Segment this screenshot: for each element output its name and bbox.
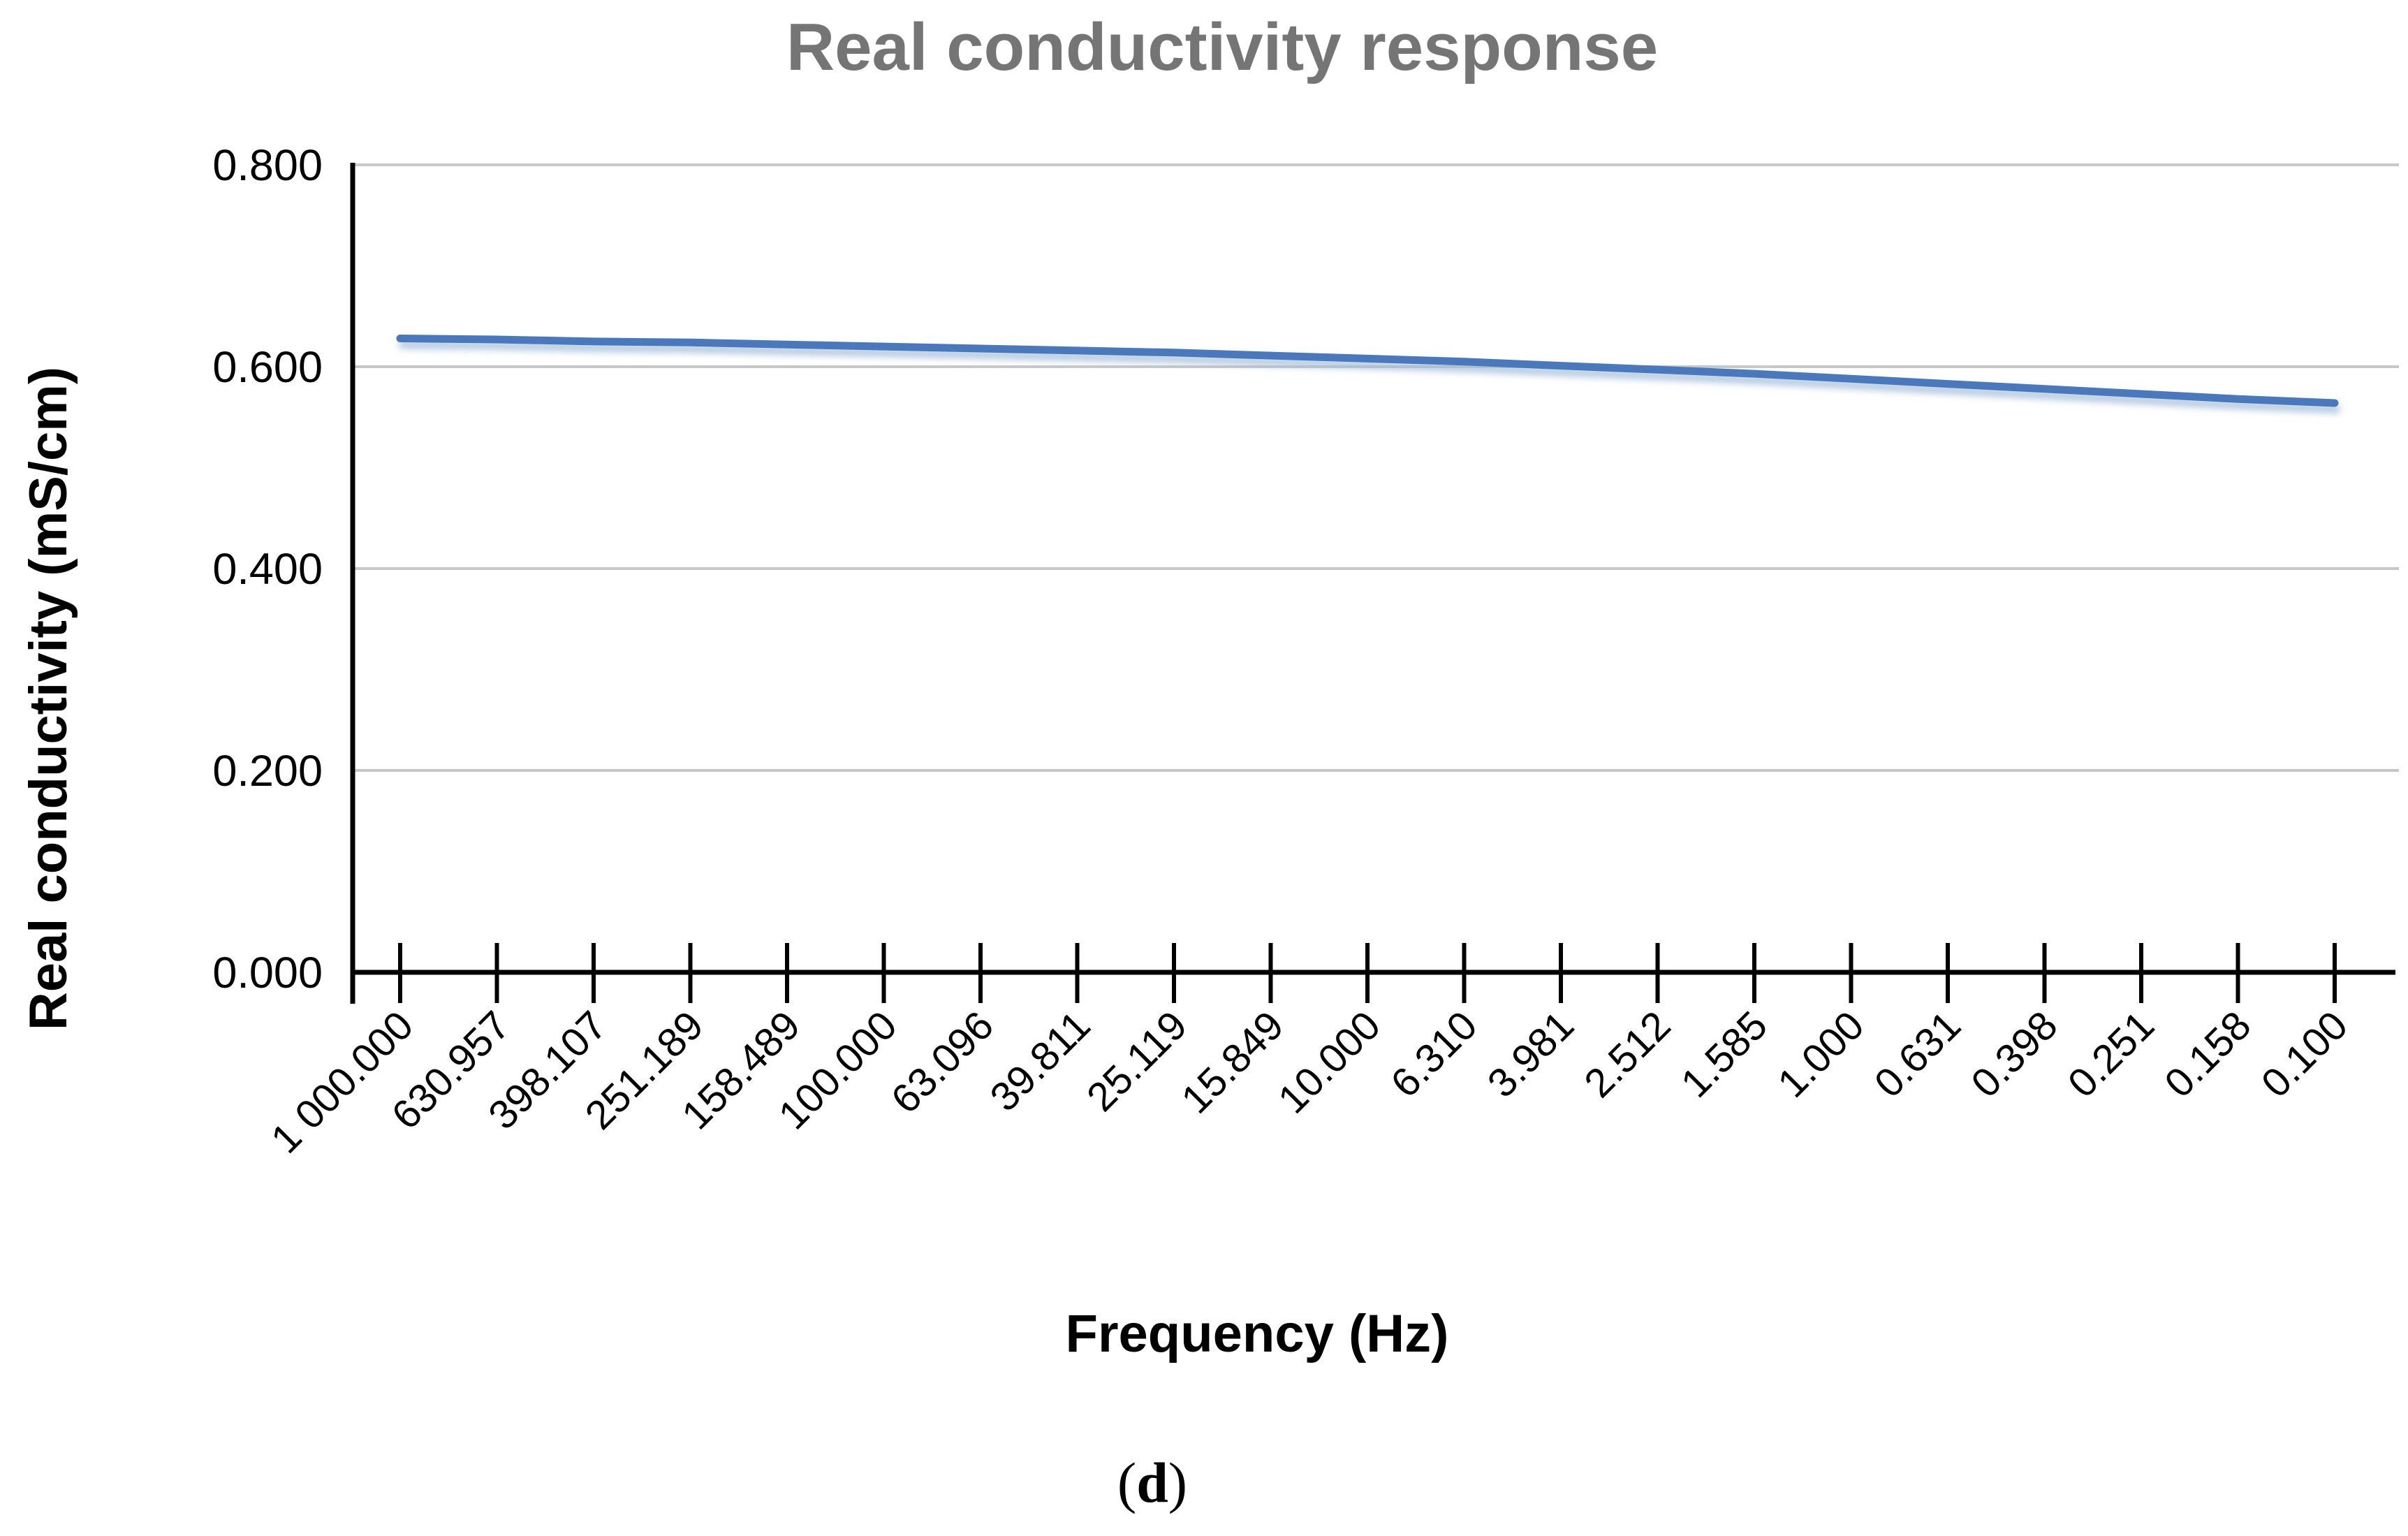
y-tick-label: 0.200 bbox=[212, 747, 323, 796]
chart-title: Real conductivity response bbox=[786, 10, 1658, 85]
y-tick-label: 0.600 bbox=[212, 343, 323, 392]
caption-open-paren: ( bbox=[1117, 1451, 1136, 1514]
x-tick-label: 0.631 bbox=[1866, 1002, 1970, 1106]
y-tick-label: 0.800 bbox=[212, 141, 323, 190]
x-axis-title: Frequency (Hz) bbox=[1066, 1304, 1449, 1363]
x-tick-label: 0.251 bbox=[2060, 1002, 2164, 1106]
gridlines bbox=[353, 163, 2399, 772]
x-tick-label: 63.096 bbox=[883, 1002, 1002, 1122]
x-tick-marks bbox=[398, 943, 2337, 1003]
x-tick-label: 2.512 bbox=[1576, 1002, 1680, 1106]
x-tick-label: 1.585 bbox=[1673, 1002, 1777, 1106]
x-tick-label: 6.310 bbox=[1382, 1002, 1486, 1106]
x-tick-label: 3.981 bbox=[1479, 1002, 1583, 1106]
figure-caption: (d) bbox=[1117, 1451, 1187, 1514]
x-tick-label: 39.811 bbox=[981, 1002, 1099, 1120]
caption-close-paren: ) bbox=[1168, 1451, 1187, 1514]
caption-letter: d bbox=[1136, 1451, 1168, 1514]
x-tick-label: 1 000.000 bbox=[263, 1002, 422, 1162]
x-tick-labels: 1 000.000630.957398.107251.189158.489100… bbox=[263, 1002, 2356, 1162]
x-tick-label: 10.000 bbox=[1270, 1002, 1389, 1122]
x-tick-label: 0.398 bbox=[1962, 1002, 2066, 1106]
x-tick-label: 0.158 bbox=[2156, 1002, 2260, 1106]
y-tick-label: 0.400 bbox=[212, 545, 323, 594]
x-tick-label: 0.100 bbox=[2253, 1002, 2357, 1106]
y-tick-labels: 0.000 0.200 0.400 0.600 0.800 bbox=[212, 141, 323, 997]
x-tick-label: 15.849 bbox=[1173, 1002, 1292, 1122]
x-tick-label: 25.119 bbox=[1078, 1002, 1196, 1120]
conductivity-series-line bbox=[396, 335, 2339, 407]
x-tick-label: 1.000 bbox=[1769, 1002, 1873, 1106]
y-axis-title: Real conductivity (mS/cm) bbox=[19, 367, 78, 1030]
y-tick-label: 0.000 bbox=[212, 949, 323, 997]
